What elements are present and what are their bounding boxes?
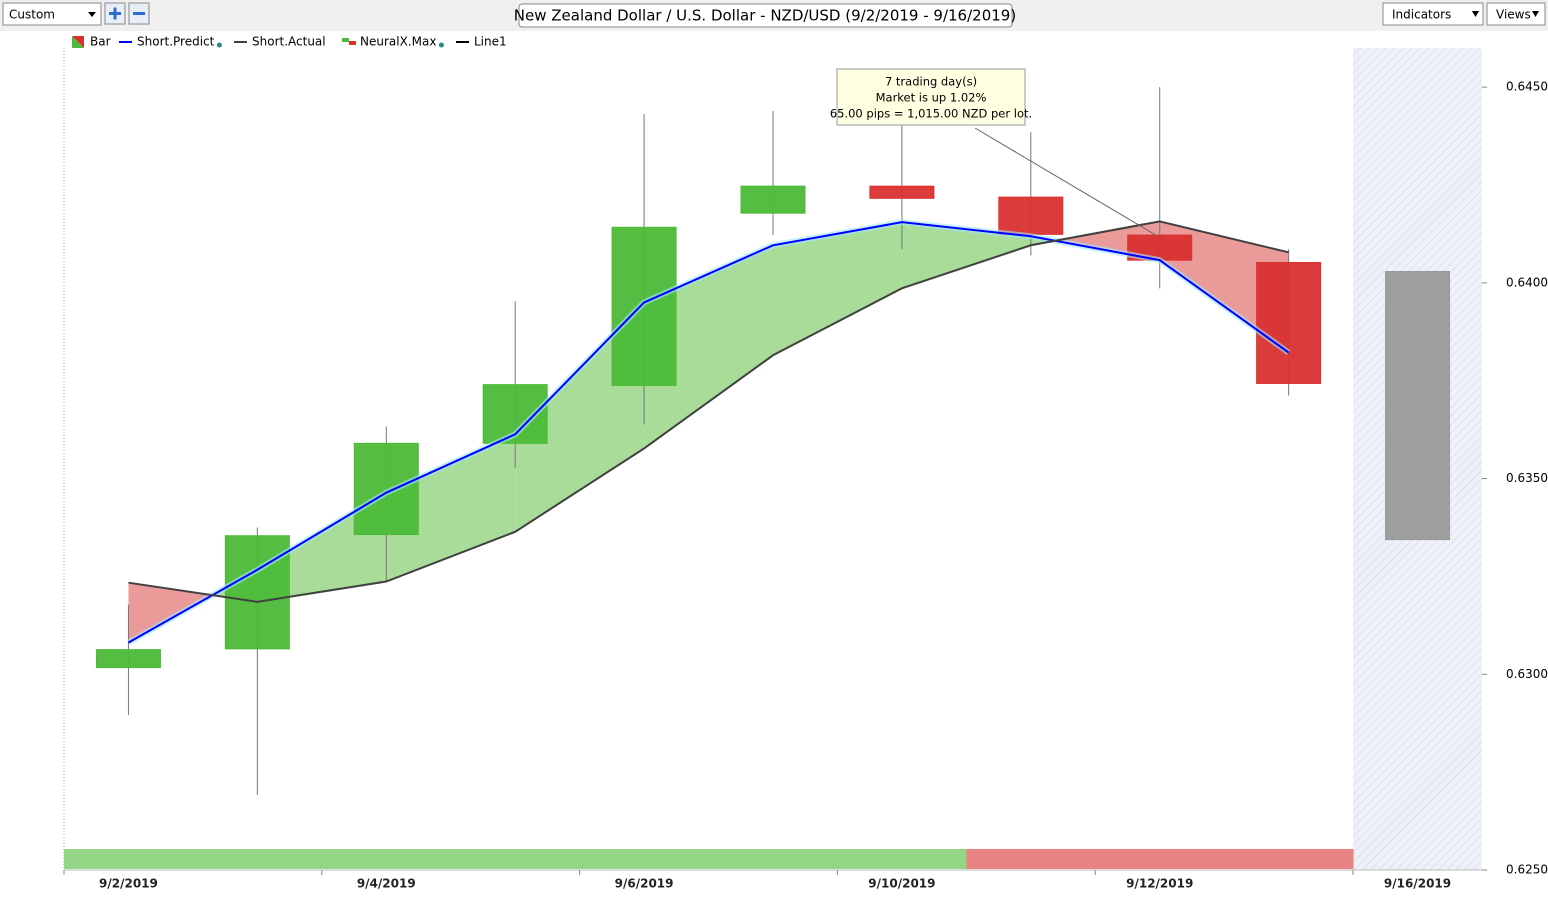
- toolbar: Custom New Zealand Dollar / U.S. Dollar …: [0, 0, 1548, 31]
- candle-body: [95, 649, 161, 669]
- dropdown-arrow: [1532, 11, 1539, 17]
- legend-label: Line1: [474, 35, 507, 49]
- signal-strip: [321, 849, 452, 869]
- x-tick-label: 9/12/2019: [1126, 877, 1193, 891]
- candle-body: [224, 535, 290, 650]
- preset-dropdown[interactable]: [2, 2, 102, 26]
- legend-label: Short.Predict: [137, 35, 215, 49]
- candle-body: [998, 196, 1064, 235]
- y-tick-label: 0.6250: [1506, 863, 1548, 877]
- title-box: [518, 3, 1013, 28]
- signal-strip: [1095, 849, 1225, 869]
- annotation-text: 65.00 pips = 1,015.00 NZD per lot.: [830, 107, 1032, 121]
- legend-swatch: [342, 38, 349, 42]
- candle-body: [353, 442, 419, 536]
- legend-label: Bar: [90, 35, 111, 49]
- candle-body: [740, 185, 806, 214]
- preset-label: Custom: [9, 8, 55, 22]
- legend-dot: [438, 42, 444, 48]
- line-series: [128, 220, 1289, 603]
- band-fill: [901, 222, 1031, 289]
- signal-strip: [192, 849, 323, 869]
- dropdown-arrow: [1472, 11, 1479, 17]
- signal-strip: [708, 849, 838, 869]
- x-tick-label: 9/16/2019: [1384, 877, 1451, 891]
- views-dropdown[interactable]: [1486, 2, 1546, 26]
- legend-swatch: [72, 36, 84, 48]
- band-fill: [386, 434, 516, 582]
- signal-strip: [837, 849, 967, 869]
- signal-strip: [64, 849, 194, 869]
- x-tick-label: 9/2/2019: [99, 877, 158, 891]
- signal-strip: [450, 849, 581, 869]
- y-tick-label: 0.6400: [1506, 275, 1548, 289]
- annotation-text: Market is up 1.02%: [876, 91, 987, 105]
- signal-strip: [579, 849, 710, 869]
- plus-icon: [109, 7, 121, 20]
- signal-strip: [1224, 849, 1354, 869]
- annotation-text: 7 trading day(s): [885, 75, 977, 89]
- x-tick-label: 9/6/2019: [615, 877, 674, 891]
- legend-swatch: [349, 41, 356, 45]
- line-series: [127, 221, 1290, 644]
- y-tick-label: 0.6300: [1506, 667, 1548, 681]
- y-tick-label: 0.6350: [1506, 471, 1548, 485]
- x-tick-label: 9/10/2019: [868, 877, 935, 891]
- signal-strip: [966, 849, 1096, 869]
- dropdown-arrow: [88, 12, 96, 17]
- annotation-box: [836, 68, 1026, 126]
- candle-body: [869, 185, 935, 199]
- band-fill: [773, 222, 902, 356]
- indicators-label: Indicators: [1392, 8, 1451, 22]
- legend-label: NeuralX.Max: [360, 35, 436, 49]
- indicators-dropdown[interactable]: [1382, 2, 1484, 26]
- legend-dot: [216, 42, 222, 48]
- legend: Bar Short.Predict Short.Actual NeuralX.Max L…: [72, 35, 507, 49]
- views-label: Views: [1496, 8, 1531, 22]
- chart-title: New Zealand Dollar / U.S. Dollar - NZD/U…: [514, 7, 1016, 25]
- candle-body: [1256, 262, 1322, 384]
- annotation-leader: [974, 127, 1160, 238]
- y-tick-label: 0.6450: [1506, 80, 1548, 94]
- x-tick-label: 9/4/2019: [357, 877, 416, 891]
- candle-body: [1385, 271, 1451, 541]
- legend-label: Short.Actual: [252, 35, 326, 49]
